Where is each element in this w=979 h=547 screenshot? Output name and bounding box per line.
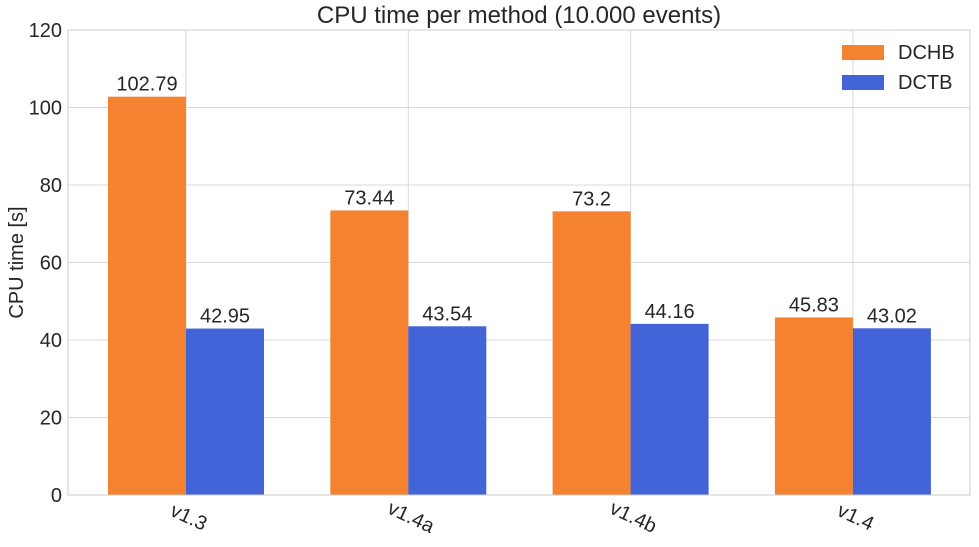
bar-value-label: 73.2 bbox=[572, 188, 611, 210]
chart-title: CPU time per method (10.000 events) bbox=[317, 2, 721, 29]
bar-value-label: 43.54 bbox=[422, 303, 472, 325]
y-tick-label: 0 bbox=[51, 485, 62, 507]
y-tick-label: 60 bbox=[40, 253, 62, 275]
bar-dchb-v1-4 bbox=[774, 317, 853, 495]
bar-dchb-v1-3 bbox=[108, 96, 186, 495]
bar-value-label: 42.95 bbox=[200, 306, 250, 328]
plot-frame bbox=[67, 29, 971, 496]
bar-dchb-v1-4b bbox=[552, 211, 631, 495]
bar-dctb-v1-4a bbox=[408, 326, 487, 495]
x-tick-labels: v1.3 v1.4a v1.4b v1.4 bbox=[167, 497, 877, 538]
bars bbox=[108, 96, 931, 496]
y-tick-label: 40 bbox=[40, 330, 62, 352]
bar-value-labels: 102.79 73.44 73.2 45.83 42.95 43.54 44.16 43.02 bbox=[116, 74, 917, 328]
y-axis-title: CPU time [s] bbox=[6, 206, 28, 318]
bar-value-label: 102.79 bbox=[116, 74, 177, 96]
bar-value-label: 43.02 bbox=[867, 305, 917, 327]
legend-swatch-dchb bbox=[842, 45, 884, 60]
x-tick-label: v1.4b bbox=[606, 497, 660, 538]
x-tick-label: v1.4 bbox=[834, 500, 878, 536]
y-tick-labels: 0 20 40 60 80 100 120 bbox=[29, 20, 62, 507]
bar-dctb-v1-4 bbox=[852, 328, 931, 495]
bar-value-label: 45.83 bbox=[789, 294, 839, 316]
x-tick-label: v1.4a bbox=[384, 497, 438, 538]
y-tick-label: 20 bbox=[40, 408, 62, 430]
bar-dchb-v1-4a bbox=[330, 210, 409, 496]
bar-dctb-v1-4b bbox=[630, 323, 709, 495]
legend: DCHB DCTB bbox=[842, 42, 955, 94]
x-tick-label: v1.3 bbox=[167, 500, 211, 536]
bar-value-label: 73.44 bbox=[344, 187, 394, 209]
legend-label-dctb: DCTB bbox=[898, 72, 952, 94]
legend-swatch-dctb bbox=[842, 75, 884, 90]
y-tick-label: 120 bbox=[29, 20, 62, 42]
y-tick-label: 80 bbox=[40, 175, 62, 197]
legend-label-dchb: DCHB bbox=[898, 42, 955, 64]
y-tick-label: 100 bbox=[29, 98, 62, 120]
bar-value-label: 44.16 bbox=[645, 301, 695, 323]
bar-dctb-v1-3 bbox=[186, 328, 264, 495]
